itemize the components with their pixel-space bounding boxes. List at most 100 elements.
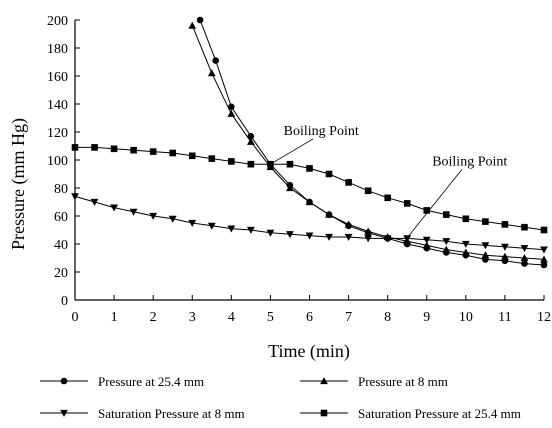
annotation-layer: Boiling Point Boiling Point — [270, 124, 507, 243]
x-tick-label: 1 — [111, 310, 118, 325]
x-tick-label: 7 — [345, 310, 352, 325]
legend-swatch-marker — [60, 377, 68, 385]
annotation-leader — [270, 138, 314, 165]
legend-item: Saturation Pressure at 25.4 mm — [300, 406, 521, 421]
series-2-point — [501, 252, 509, 260]
series-4-point — [364, 187, 372, 195]
series-2-point — [246, 137, 255, 145]
series-1-point — [247, 132, 255, 140]
series-1-point — [540, 261, 548, 269]
x-tick-label: 11 — [498, 310, 511, 325]
legend-label: Pressure at 8 mm — [358, 374, 448, 389]
y-tick-label: 0 — [61, 294, 68, 309]
y-tick-label: 120 — [47, 126, 68, 141]
y-tick-label: 180 — [47, 42, 68, 57]
series-3-point — [149, 212, 158, 220]
y-tick-label: 40 — [54, 238, 68, 253]
y-tick-label: 140 — [47, 98, 68, 113]
series-3-point — [481, 242, 490, 250]
series-3-point — [188, 219, 197, 227]
series-2-point — [540, 255, 548, 263]
y-axis-title: Pressure (mm Hg) — [8, 118, 29, 250]
series-2-point — [481, 251, 490, 259]
series-4-point — [247, 160, 255, 168]
legend-label: Pressure at 25.4 mm — [98, 374, 204, 389]
series-3-point — [540, 246, 548, 254]
series-2-point — [325, 210, 333, 218]
series-4-point — [130, 146, 137, 154]
x-tick-label: 9 — [423, 310, 430, 325]
series-4-point — [169, 149, 177, 157]
series-4-point — [521, 223, 528, 231]
series-4-point — [110, 145, 118, 153]
y-tick-label: 60 — [54, 210, 68, 225]
series-4-point — [423, 207, 431, 214]
series-1-point — [196, 16, 204, 24]
series-4-point — [403, 200, 411, 207]
y-tick-label: 100 — [47, 154, 68, 169]
series-4-point — [228, 158, 235, 165]
x-tick-label: 12 — [537, 310, 551, 325]
series-2 — [188, 21, 548, 263]
series-2-point — [461, 248, 470, 256]
series-3-point — [227, 225, 236, 233]
series-3-point — [286, 231, 294, 239]
series-4-point — [188, 152, 196, 160]
y-tick-label: 160 — [47, 70, 68, 85]
series-3-point — [110, 204, 118, 212]
series-1-point — [228, 103, 235, 111]
series-3-point — [168, 215, 177, 223]
x-tick-label: 2 — [150, 310, 157, 325]
series-4-point — [149, 148, 157, 155]
legend-label: Saturation Pressure at 25.4 mm — [358, 406, 521, 421]
series-2-point — [344, 220, 353, 228]
series-4-point — [71, 144, 79, 151]
series-3-point — [501, 243, 509, 251]
series-2-point — [207, 69, 216, 77]
series-2-line — [191, 25, 545, 260]
x-tick-label: 3 — [189, 310, 196, 325]
x-axis-title: Time (min) — [268, 341, 350, 362]
legend: Pressure at 25.4 mm Pressure at 8 mm Satur… — [40, 374, 521, 421]
series-3-point — [442, 238, 451, 246]
y-tick-label: 20 — [54, 266, 68, 281]
series-3-point — [364, 235, 373, 243]
y-tick-label: 200 — [47, 14, 68, 29]
series-4-point — [208, 155, 216, 162]
series-4-point — [286, 160, 294, 168]
series-4-point — [482, 218, 489, 225]
series-4 — [71, 144, 548, 234]
series-2-point — [520, 254, 529, 262]
legend-label: Saturation Pressure at 8 mm — [98, 406, 245, 421]
series-4-point — [501, 221, 509, 228]
series-3-point — [207, 222, 216, 230]
series-2-point — [422, 241, 431, 249]
series-3-point — [461, 240, 470, 248]
series-2-point — [227, 109, 236, 117]
annotation-label: Boiling Point — [284, 124, 359, 139]
series-3-point — [383, 235, 392, 243]
series-4-point — [91, 144, 98, 151]
series-3-point — [520, 245, 529, 253]
axes: 0 1 2 3 4 5 6 7 8 9 10 11 12020406080100120140160180… — [47, 14, 551, 325]
series-3-point — [305, 232, 314, 240]
series-3 — [71, 193, 548, 254]
series-3-point — [422, 236, 431, 244]
x-tick-label: 6 — [306, 310, 313, 325]
series-1-point — [212, 57, 219, 64]
annotation-label: Boiling Point — [432, 155, 507, 170]
series-3-point — [325, 233, 333, 241]
series-2-point — [305, 198, 314, 206]
series-4-point — [442, 211, 450, 218]
series-3-point — [71, 193, 79, 201]
series-3-point — [90, 198, 99, 206]
annotation-leader — [402, 169, 463, 243]
x-tick-label: 0 — [72, 310, 79, 325]
x-tick-label: 4 — [228, 310, 235, 325]
series-2-point — [188, 21, 197, 29]
series-2-point — [364, 227, 373, 235]
series-4-point — [540, 226, 548, 234]
legend-swatch-marker — [320, 377, 328, 385]
series-4-point — [325, 170, 333, 178]
